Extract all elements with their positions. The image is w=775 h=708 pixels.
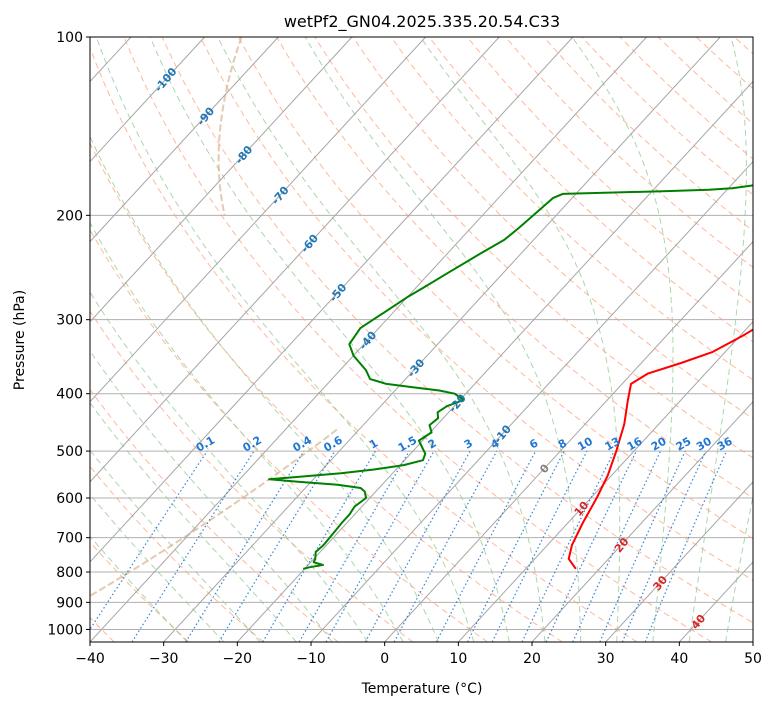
x-tick-label: −10: [296, 651, 326, 667]
isotherm-line: [310, 160, 753, 642]
mixing-ratio-line: [491, 450, 588, 642]
dry-adiabat: [199, 37, 753, 581]
x-tick-label: 50: [744, 651, 762, 667]
dry-adiabat: [90, 228, 488, 642]
mixing-ratio-line: [325, 450, 435, 642]
mixing-ratio-line: [131, 450, 255, 642]
sounding-profiles: [268, 184, 753, 570]
moist-adiabat: [571, 37, 674, 642]
isotherm-line: [90, 37, 205, 163]
dewpoint-profile-line: [268, 184, 753, 570]
moist-adiabat: [90, 402, 297, 642]
mixing-ratio-lines: [90, 450, 728, 642]
isotherms: [90, 37, 753, 642]
isotherm-line: [605, 481, 753, 642]
mixing-ratio-line: [218, 450, 336, 642]
chart-title: wetPf2_GN04.2025.335.20.54.C33: [284, 12, 560, 32]
x-tick-label: −30: [149, 651, 179, 667]
dry-adiabat: [123, 37, 712, 642]
isotherm-line: [90, 37, 279, 243]
isotherm-line: [90, 37, 500, 483]
isotherm-line: [90, 37, 426, 403]
temperature-profile-line: [567, 328, 753, 570]
y-tick-label: 800: [56, 565, 83, 581]
isotherm-line: [236, 80, 753, 642]
x-tick-label: 30: [597, 651, 615, 667]
dry-adiabat: [90, 541, 190, 642]
isotherm-line: [90, 37, 647, 642]
dry-adiabat: [314, 37, 753, 459]
mixing-ratio-line: [599, 450, 686, 642]
dry-adiabats: [90, 37, 753, 642]
moist-adiabat: [90, 291, 369, 642]
y-tick-label: 900: [56, 595, 83, 611]
mixing-ratio-line: [364, 450, 471, 642]
mixing-ratio-line: [466, 450, 565, 642]
y-tick-label: 100: [56, 30, 83, 46]
x-tick-label: −20: [223, 651, 253, 667]
y-tick-label: 300: [56, 313, 83, 329]
y-axis-label: Pressure (hPa): [12, 290, 28, 390]
moist-adiabat: [217, 37, 546, 642]
y-axis-ticks: 1000 900 800 700 600 500 400 300 200 100: [47, 30, 90, 638]
x-tick-label: 40: [670, 651, 688, 667]
x-tick-label: 10: [449, 651, 467, 667]
moist-adiabat: [725, 494, 753, 642]
mixing-ratio-line: [644, 450, 728, 642]
moist-adiabat: [149, 37, 510, 642]
dry-adiabat: [90, 465, 264, 642]
moist-adiabat: [90, 350, 333, 642]
dry-adiabat: [352, 37, 753, 420]
y-tick-label: 500: [56, 444, 83, 460]
y-tick-label: 400: [56, 387, 83, 403]
isotherm-line: [163, 37, 721, 642]
mixing-ratio-line: [621, 450, 707, 642]
moist-adiabat: [420, 37, 621, 642]
x-axis-label: Temperature (°C): [361, 681, 483, 697]
moist-adiabat: [95, 37, 475, 642]
moist-adiabat: [688, 37, 747, 642]
y-tick-label: 1000: [47, 622, 83, 638]
plot-frame: [89, 36, 754, 643]
dry-adiabat: [90, 46, 638, 642]
isotherm-line: [90, 37, 353, 323]
y-tick-label: 700: [56, 531, 83, 547]
mixing-ratio-line: [393, 450, 498, 642]
y-tick-label: 600: [56, 491, 83, 507]
mixing-ratio-line: [90, 450, 208, 631]
lcl-curve-line: [217, 37, 243, 216]
dry-adiabat: [390, 37, 753, 381]
dry-adiabat: [276, 37, 753, 499]
mixing-ratio-line: [185, 450, 305, 642]
moist-adiabat: [90, 221, 404, 642]
dry-adiabat: [90, 142, 563, 642]
isotherm-line: [384, 240, 753, 642]
x-tick-label: 20: [523, 651, 541, 667]
isotherm-line: [90, 37, 574, 563]
moist-adiabat: [90, 135, 439, 642]
x-axis-ticks: −40 −30 −20 −10 0 10 20 30 40 50: [75, 642, 762, 667]
y-tick-label: 200: [56, 208, 83, 224]
isotherm-line: [531, 401, 753, 642]
dry-adiabat: [161, 37, 753, 624]
x-tick-label: −40: [75, 651, 105, 667]
dry-adiabat: [428, 37, 753, 343]
x-tick-label: 0: [380, 651, 389, 667]
